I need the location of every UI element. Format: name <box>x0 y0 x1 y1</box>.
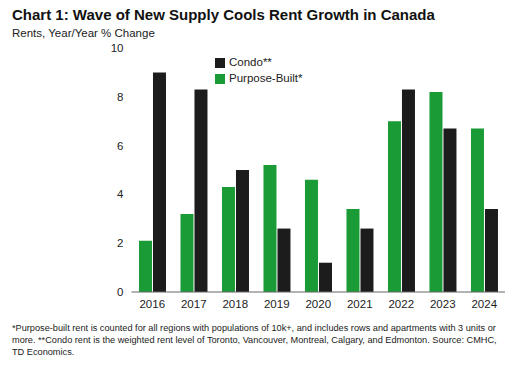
svg-text:2023: 2023 <box>430 298 456 310</box>
svg-text:2: 2 <box>117 237 123 249</box>
svg-text:2017: 2017 <box>181 298 207 310</box>
svg-text:2024: 2024 <box>471 298 497 310</box>
svg-text:4: 4 <box>117 188 124 200</box>
html-text:Rents, Year/Year % Change: Rents, Year/Year % Change <box>12 27 155 39</box>
svg-text:10: 10 <box>111 42 124 54</box>
svg-text:6: 6 <box>117 140 123 152</box>
svg-text:2016: 2016 <box>139 298 165 310</box>
html-text:Condo**: Condo** <box>229 56 272 68</box>
svg-text:0: 0 <box>117 286 123 298</box>
html-text:*Purpose-built rent is counted: *Purpose-built rent is counted for all r… <box>12 323 497 357</box>
svg-text:2020: 2020 <box>305 298 331 310</box>
svg-text:2021: 2021 <box>347 298 373 310</box>
html-text:Chart 1: Wave of New Supply Co: Chart 1: Wave of New Supply Cools Rent G… <box>12 6 435 23</box>
html-text:Purpose-Built*: Purpose-Built* <box>229 72 303 84</box>
svg-text:2018: 2018 <box>222 298 248 310</box>
svg-text:2019: 2019 <box>264 298 290 310</box>
svg-text:8: 8 <box>117 91 123 103</box>
svg-text:2022: 2022 <box>388 298 414 310</box>
